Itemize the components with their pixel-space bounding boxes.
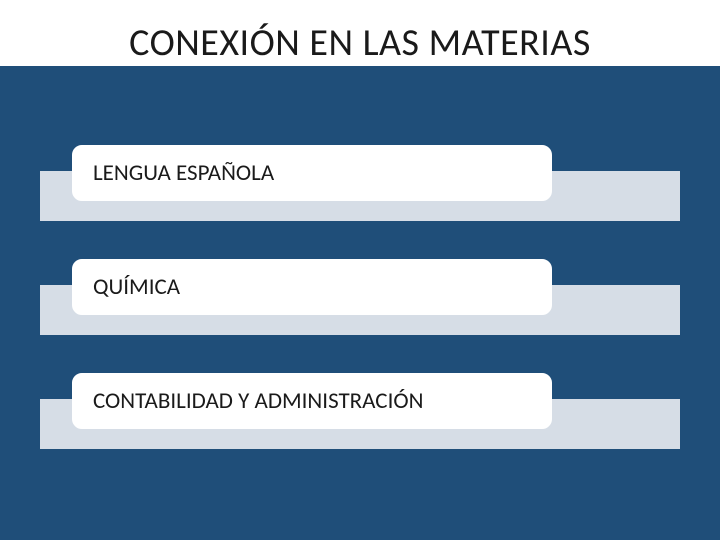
item-pill: QUÍMICA [72, 259, 552, 315]
item-pill: CONTABILIDAD Y ADMINISTRACIÓN [72, 373, 552, 429]
slide-title: CONEXIÓN EN LAS MATERIAS [0, 20, 720, 66]
item-pill: LENGUA ESPAÑOLA [72, 145, 552, 201]
items-container: LENGUA ESPAÑOLA QUÍMICA CONTABILIDAD Y A… [40, 145, 680, 487]
item-label: LENGUA ESPAÑOLA [93, 159, 274, 187]
item-label: CONTABILIDAD Y ADMINISTRACIÓN [93, 387, 423, 415]
slide: CONEXIÓN EN LAS MATERIAS LENGUA ESPAÑOLA… [0, 0, 720, 540]
title-area: CONEXIÓN EN LAS MATERIAS [0, 0, 720, 66]
item-row: LENGUA ESPAÑOLA [40, 145, 680, 221]
item-row: CONTABILIDAD Y ADMINISTRACIÓN [40, 373, 680, 449]
item-row: QUÍMICA [40, 259, 680, 335]
item-label: QUÍMICA [93, 273, 180, 301]
